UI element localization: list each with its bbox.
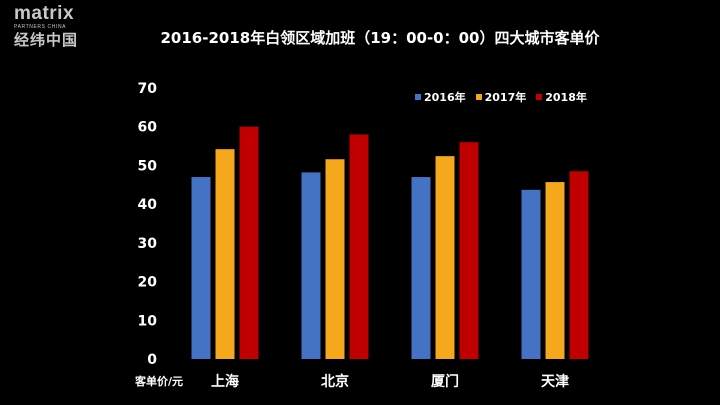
bar (239, 126, 259, 359)
y-tick-label: 70 (138, 81, 158, 97)
y-tick-label: 30 (138, 236, 158, 252)
x-category-label: 北京 (321, 373, 349, 390)
x-category-label: 上海 (211, 373, 239, 390)
y-tick-label: 20 (138, 275, 158, 291)
logo-chinese-name: 经纬中国 (14, 31, 79, 49)
y-tick-label: 50 (138, 158, 158, 174)
chart-title: 2016-2018年白领区域加班（19：00-0：00）四大城市客单价 (160, 29, 600, 47)
bar (349, 134, 369, 359)
chart-legend: 2016年 2017年 2018年 (415, 89, 597, 105)
bar (545, 182, 565, 359)
x-category-label: 厦门 (431, 373, 459, 390)
logo-subtitle: PARTNERS CHINA (14, 24, 67, 30)
bar (435, 156, 455, 359)
bar (459, 142, 479, 359)
bar (301, 172, 321, 359)
legend-swatch (536, 94, 543, 100)
y-tick-label: 60 (138, 120, 158, 136)
legend-label: 2017年 (484, 91, 527, 104)
y-tick-label: 40 (138, 197, 158, 213)
brand-logo: matrix PARTNERS CHINA 经纬中国 (14, 3, 94, 50)
bar (325, 159, 345, 359)
legend-item: 2016年 (415, 89, 466, 105)
legend-swatch (475, 94, 482, 100)
bar (215, 149, 235, 359)
legend-item: 2017年 (475, 89, 527, 105)
legend-swatch (415, 94, 421, 100)
logo-wordmark: matrix (14, 3, 75, 24)
bar (411, 177, 431, 359)
legend-item: 2018年 (536, 89, 587, 105)
bar (191, 177, 211, 359)
bar (569, 171, 589, 359)
x-category-label: 天津 (541, 373, 569, 390)
bar (521, 189, 541, 359)
y-tick-label: 0 (147, 352, 157, 368)
legend-label: 2018年 (545, 91, 587, 104)
x-axis-unit-label: 客单价/元 (134, 374, 183, 388)
legend-label: 2016年 (424, 91, 466, 104)
y-tick-label: 10 (138, 313, 158, 329)
